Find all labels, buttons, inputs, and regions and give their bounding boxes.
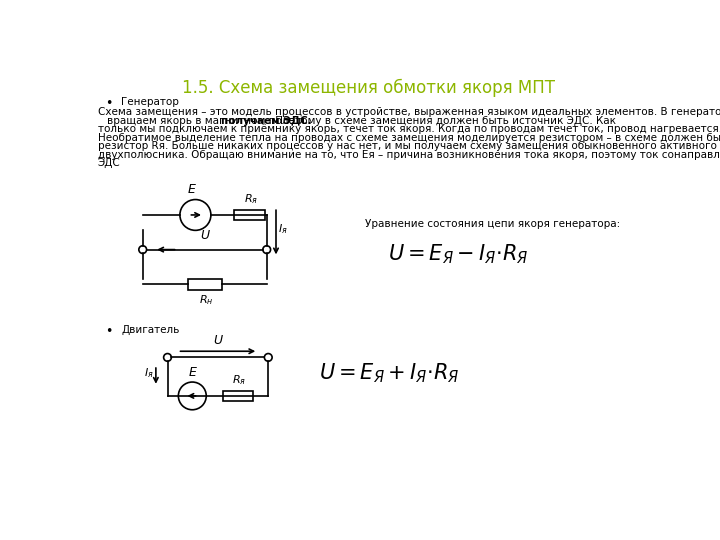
Text: двухполюсника. Обращаю внимание на то, что Ея – причина возникновения тока якоря: двухполюсника. Обращаю внимание на то, ч… bbox=[98, 150, 720, 159]
Text: вращаем якорь в магнитном поле и: вращаем якорь в магнитном поле и bbox=[107, 116, 308, 126]
Text: U: U bbox=[213, 334, 222, 347]
Text: $U = E_{\mathit{Я}} + I_{\mathit{Я}}{\cdot}R_{\mathit{Я}}$: $U = E_{\mathit{Я}} + I_{\mathit{Я}}{\cd… bbox=[319, 361, 459, 384]
Text: $R_я$: $R_я$ bbox=[233, 374, 247, 387]
Text: E: E bbox=[188, 184, 195, 197]
Text: получаем ЭДС.: получаем ЭДС. bbox=[221, 116, 312, 126]
Bar bbox=[223, 390, 253, 401]
Text: E: E bbox=[189, 366, 197, 379]
Text: Схема замещения – это модель процессов в устройстве, выраженная языком идеальных: Схема замещения – это модель процессов в… bbox=[98, 107, 720, 117]
Text: Двигатель: Двигатель bbox=[121, 325, 179, 335]
Text: только мы подключаем к приёмнику якорь, течет ток якоря. Когда по проводам течет: только мы подключаем к приёмнику якорь, … bbox=[98, 124, 720, 134]
Text: $I_я$: $I_я$ bbox=[144, 366, 153, 380]
Text: $I_я$: $I_я$ bbox=[279, 222, 288, 236]
Text: Генератор: Генератор bbox=[121, 97, 179, 107]
Text: резистор Rя. Больше никаких процессов у нас нет, и мы получаем схему замещения о: резистор Rя. Больше никаких процессов у … bbox=[98, 141, 716, 151]
Text: •: • bbox=[106, 325, 113, 338]
Text: •: • bbox=[106, 97, 113, 110]
Text: $R_н$: $R_н$ bbox=[199, 293, 214, 307]
Text: $U = E_{\mathit{Я}} - I_{\mathit{Я}}{\cdot}R_{\mathit{Я}}$: $U = E_{\mathit{Я}} - I_{\mathit{Я}}{\cd… bbox=[388, 242, 528, 266]
Text: Поэтому в схеме замещения должен быть источник ЭДС. Как: Поэтому в схеме замещения должен быть ис… bbox=[272, 116, 616, 126]
Text: Необратимое выделение тепла на проводах с схеме замещения моделируется резисторо: Необратимое выделение тепла на проводах … bbox=[98, 132, 720, 143]
Text: U: U bbox=[200, 229, 210, 242]
Text: 1.5. Схема замещения обмотки якоря МПТ: 1.5. Схема замещения обмотки якоря МПТ bbox=[182, 79, 556, 97]
Text: ЭДС: ЭДС bbox=[98, 158, 120, 168]
Bar bbox=[188, 279, 222, 289]
Text: $R_я$: $R_я$ bbox=[244, 193, 258, 206]
Bar bbox=[234, 210, 265, 220]
Text: Уравнение состояния цепи якоря генератора:: Уравнение состояния цепи якоря генератор… bbox=[365, 219, 621, 229]
